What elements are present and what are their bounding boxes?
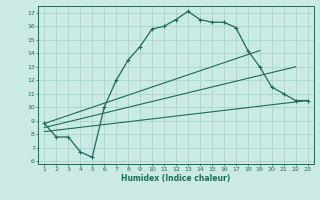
- X-axis label: Humidex (Indice chaleur): Humidex (Indice chaleur): [121, 174, 231, 183]
